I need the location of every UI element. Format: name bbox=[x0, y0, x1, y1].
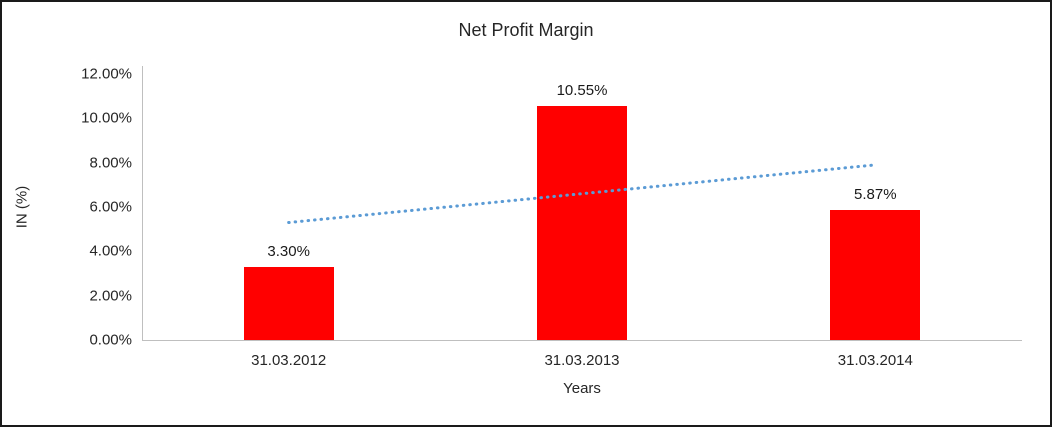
chart-title: Net Profit Margin bbox=[458, 20, 594, 40]
x-axis-tick-label: 31.03.2014 bbox=[837, 352, 913, 369]
x-axis-line bbox=[142, 340, 1022, 341]
y-axis-tick-label: 0.00% bbox=[89, 331, 132, 349]
y-axis-title: IN (%) bbox=[13, 185, 31, 229]
y-axis-tick-label: 6.00% bbox=[89, 198, 132, 216]
bar-value-label: 5.87% bbox=[854, 185, 897, 203]
bar-value-label: 10.55% bbox=[556, 82, 608, 100]
y-axis-tick-label: 12.00% bbox=[81, 65, 132, 83]
bar-31.03.2012 bbox=[243, 266, 334, 340]
bar-31.03.2013 bbox=[537, 106, 627, 340]
x-axis-tick-label: 31.03.2012 bbox=[251, 352, 327, 369]
bar-31.03.2014 bbox=[830, 209, 921, 340]
x-axis-tick-label: 31.03.2013 bbox=[544, 352, 620, 369]
y-axis-line bbox=[142, 66, 143, 340]
y-axis-tick-label: 8.00% bbox=[89, 154, 132, 172]
bar-value-label: 3.30% bbox=[267, 242, 310, 260]
y-axis-tick-label: 2.00% bbox=[89, 287, 132, 305]
y-axis-tick-label: 4.00% bbox=[89, 242, 132, 260]
y-axis-tick-label: 10.00% bbox=[81, 109, 132, 127]
x-axis-title: Years bbox=[563, 380, 601, 397]
